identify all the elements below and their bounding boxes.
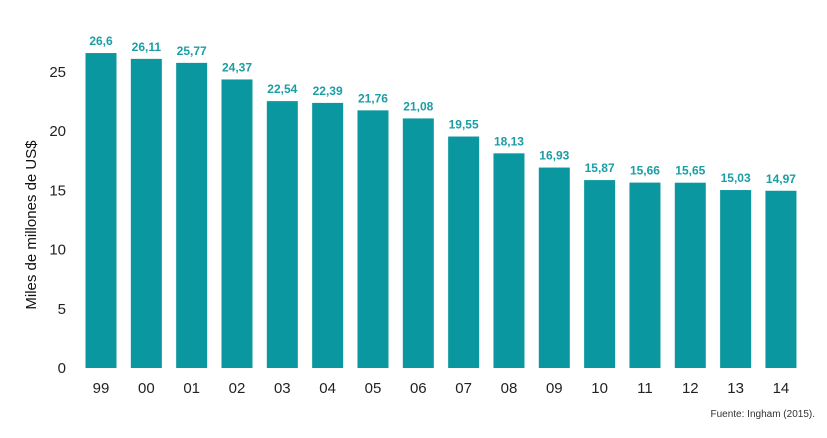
data-label: 15,66: [630, 164, 660, 178]
y-tick-label: 10: [49, 242, 66, 259]
data-label: 15,65: [675, 164, 705, 178]
x-tick-label: 07: [455, 380, 472, 397]
data-label: 24,37: [222, 60, 252, 74]
bar: [629, 182, 661, 368]
y-axis-label: Miles de millones de US$: [23, 140, 40, 310]
y-tick-label: 0: [58, 360, 66, 377]
x-tick-label: 99: [93, 380, 110, 397]
x-tick-label: 06: [410, 380, 427, 397]
x-tick-label: 00: [138, 380, 155, 397]
data-label: 25,77: [177, 44, 207, 58]
data-labels: 26,6 26,11 25,77 24,37 22,54 22,39 21,76 21,08 1…: [89, 34, 796, 186]
x-tick-label: 09: [546, 380, 563, 397]
y-axis-ticks: 0 5 10 15 20 25: [49, 64, 66, 377]
data-label: 18,13: [494, 134, 524, 148]
bar: [448, 136, 480, 368]
x-axis-ticks: 99 00 01 02 03 04 05 06 07 08 09 10 11 12 13 14: [93, 380, 790, 397]
x-tick-label: 08: [501, 380, 518, 397]
x-tick-label: 11: [637, 380, 653, 397]
x-tick-label: 03: [274, 380, 291, 397]
data-label: 19,55: [449, 118, 479, 132]
data-label: 26,6: [89, 34, 113, 48]
bar: [493, 153, 525, 368]
x-tick-label: 13: [727, 380, 744, 397]
bar: [85, 53, 117, 368]
x-tick-label: 04: [319, 380, 336, 397]
bar: [357, 110, 389, 368]
bar: [584, 180, 616, 368]
source-note: Fuente: Ingham (2015).: [710, 409, 815, 420]
y-tick-label: 15: [49, 182, 66, 199]
data-label: 21,08: [403, 99, 433, 113]
bar: [176, 62, 208, 368]
x-tick-label: 05: [365, 380, 382, 397]
data-label: 22,39: [313, 84, 343, 98]
data-label: 14,97: [766, 172, 796, 186]
y-tick-label: 5: [58, 301, 66, 318]
bar: [221, 79, 253, 368]
data-label: 26,11: [132, 40, 162, 54]
bar: [312, 102, 344, 368]
bar: [765, 190, 797, 368]
x-tick-label: 01: [183, 380, 200, 397]
bars: [85, 53, 797, 368]
bar: [720, 190, 752, 368]
x-tick-label: 02: [229, 380, 246, 397]
bar: [130, 58, 162, 368]
x-tick-label: 12: [682, 380, 699, 397]
y-tick-label: 20: [49, 123, 66, 140]
data-label: 15,87: [585, 161, 615, 175]
bar: [402, 118, 434, 368]
x-tick-label: 14: [773, 380, 790, 397]
data-label: 21,76: [358, 91, 388, 105]
bar: [674, 182, 706, 368]
bar: [538, 167, 570, 368]
x-tick-label: 10: [591, 380, 608, 397]
data-label: 15,03: [721, 171, 751, 185]
data-label: 22,54: [267, 82, 297, 96]
y-tick-label: 25: [49, 64, 66, 81]
data-label: 16,93: [539, 149, 569, 163]
bar: [266, 101, 298, 368]
